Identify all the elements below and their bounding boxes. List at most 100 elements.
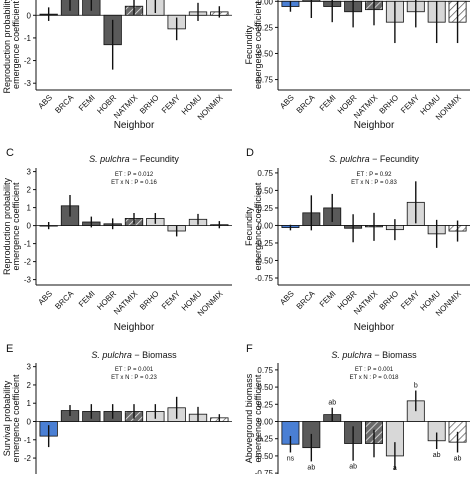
y-tick-label: 0.75: [257, 169, 273, 178]
y-axis-label: emergence coefficient: [11, 374, 21, 462]
y-tick-label: 0.75: [257, 366, 273, 375]
y-tick-label: -2: [24, 454, 32, 463]
significance-letter: ns: [287, 455, 295, 462]
y-tick-label: 0.25: [257, 400, 273, 409]
x-axis-label: Neighbor: [114, 322, 155, 333]
y-axis-label: emergence coefficient: [253, 1, 263, 89]
y-tick-label: -0.50: [255, 452, 274, 461]
stats-text: ET : P = 0.001: [115, 367, 154, 373]
panel-letter: E: [6, 343, 13, 355]
x-tick-label: ABS: [36, 289, 54, 307]
x-tick-label: BRCA: [53, 289, 76, 312]
y-tick-label: -1: [24, 34, 32, 43]
y-axis-label: Fecundity: [244, 206, 254, 246]
y-tick-label: 3: [27, 363, 32, 372]
x-tick-label: FEMY: [160, 93, 183, 116]
y-axis-label: Reproduction probability: [2, 177, 12, 275]
stats-text: ET : P = 0.012: [115, 172, 154, 178]
y-tick-label: -0.25: [255, 239, 274, 248]
panel-title: S. pulchra − Biomass: [331, 350, 417, 360]
y-tick-label: -1: [24, 436, 32, 445]
x-tick-label: NATMIX: [352, 289, 380, 317]
y-tick-label: 1: [27, 399, 32, 408]
x-axis-label: Neighbor: [354, 120, 395, 131]
y-tick-label: 0.50: [257, 383, 273, 392]
x-tick-label: BRHO: [378, 93, 401, 116]
y-tick-label: -0.25: [255, 23, 274, 32]
panel-title: S. pulchra − Fecundity: [89, 154, 179, 164]
y-tick-label: 2: [27, 381, 32, 390]
y-tick-label: 0.25: [257, 204, 273, 213]
significance-letter: a: [393, 465, 397, 472]
stats-text: ET x N : P = 0.018: [350, 375, 400, 381]
y-tick-label: -2: [24, 258, 32, 267]
y-tick-label: -3: [24, 79, 32, 88]
panel-e: 3 2 1 0 -1 -2 Survival probability emergence co…: [2, 343, 232, 479]
y-tick-label: -2: [24, 57, 32, 66]
significance-letter: ab: [349, 464, 357, 471]
y-tick-label: 0: [27, 418, 32, 427]
x-tick-label: FEMI: [318, 289, 338, 309]
panel-title: S. pulchra − Biomass: [91, 350, 177, 360]
y-axis-label: Fecundity: [244, 25, 254, 65]
x-tick-label: NATMIX: [112, 93, 140, 121]
x-tick-label: FEMI: [77, 289, 97, 309]
significance-letter: ab: [328, 400, 336, 407]
y-tick-label: 3: [27, 168, 32, 177]
y-tick-label: 0: [27, 11, 32, 20]
y-tick-label: -0.50: [255, 256, 274, 265]
y-tick-label: -0.75: [255, 76, 274, 85]
x-tick-label: BRCA: [53, 93, 76, 116]
x-tick-label: FEMY: [399, 93, 422, 116]
y-axis-label: Reproduction probability: [2, 0, 12, 94]
panel-letter: F: [246, 343, 253, 355]
panel-title: S. pulchra − Fecundity: [329, 154, 419, 164]
y-tick-label: 0.00: [257, 221, 273, 230]
x-tick-label: BRCA: [295, 289, 318, 312]
y-tick-label: 0.00: [257, 418, 273, 427]
y-tick-label: -0.25: [255, 435, 274, 444]
significance-letter: b: [414, 383, 418, 390]
x-tick-label: BRHO: [138, 93, 161, 116]
x-tick-label: BRHO: [378, 289, 401, 312]
y-tick-label: 0: [27, 222, 32, 231]
significance-letter: ab: [307, 464, 315, 471]
y-tick-label: 0.50: [257, 186, 273, 195]
significance-letter: ab: [454, 455, 462, 462]
stats-text: ET : P = 0.92: [357, 172, 393, 178]
y-tick-label: 2: [27, 186, 32, 195]
y-axis-label: Survival probability: [2, 380, 12, 456]
stats-text: ET x N : P = 0.83: [351, 180, 397, 186]
y-tick-label: -0.75: [255, 274, 274, 283]
y-axis-label: emergence coefficient: [11, 182, 21, 270]
stats-text: ET : P = 0.001: [355, 367, 394, 373]
x-tick-label: ABS: [278, 289, 296, 307]
stats-text: ET x N : P = 0.16: [111, 180, 157, 186]
panel-letter: D: [246, 147, 254, 159]
y-tick-label: 0.00: [257, 0, 273, 6]
y-axis-label: emergence coefficient: [11, 1, 21, 89]
x-tick-label: ABS: [36, 93, 54, 111]
panel-letter: C: [6, 147, 14, 159]
stats-text: ET x N : P = 0.23: [111, 375, 157, 381]
x-tick-label: NATMIX: [112, 289, 140, 317]
y-tick-label: -0.50: [255, 49, 274, 58]
y-axis-label: emergence coefficient: [253, 182, 263, 270]
x-axis-label: Neighbor: [354, 322, 395, 333]
x-tick-label: ABS: [278, 93, 296, 111]
y-tick-label: -0.75: [255, 469, 274, 474]
x-tick-label: FEMI: [318, 93, 338, 113]
y-axis-label: Aboveground biomass: [244, 373, 254, 463]
y-tick-label: -1: [24, 240, 32, 249]
x-tick-label: FEMY: [160, 289, 183, 312]
x-tick-label: NATMIX: [352, 93, 380, 121]
y-tick-label: 1: [27, 204, 32, 213]
x-tick-label: BRCA: [295, 93, 318, 116]
x-tick-label: FEMY: [399, 289, 422, 312]
x-tick-label: FEMI: [77, 93, 97, 113]
